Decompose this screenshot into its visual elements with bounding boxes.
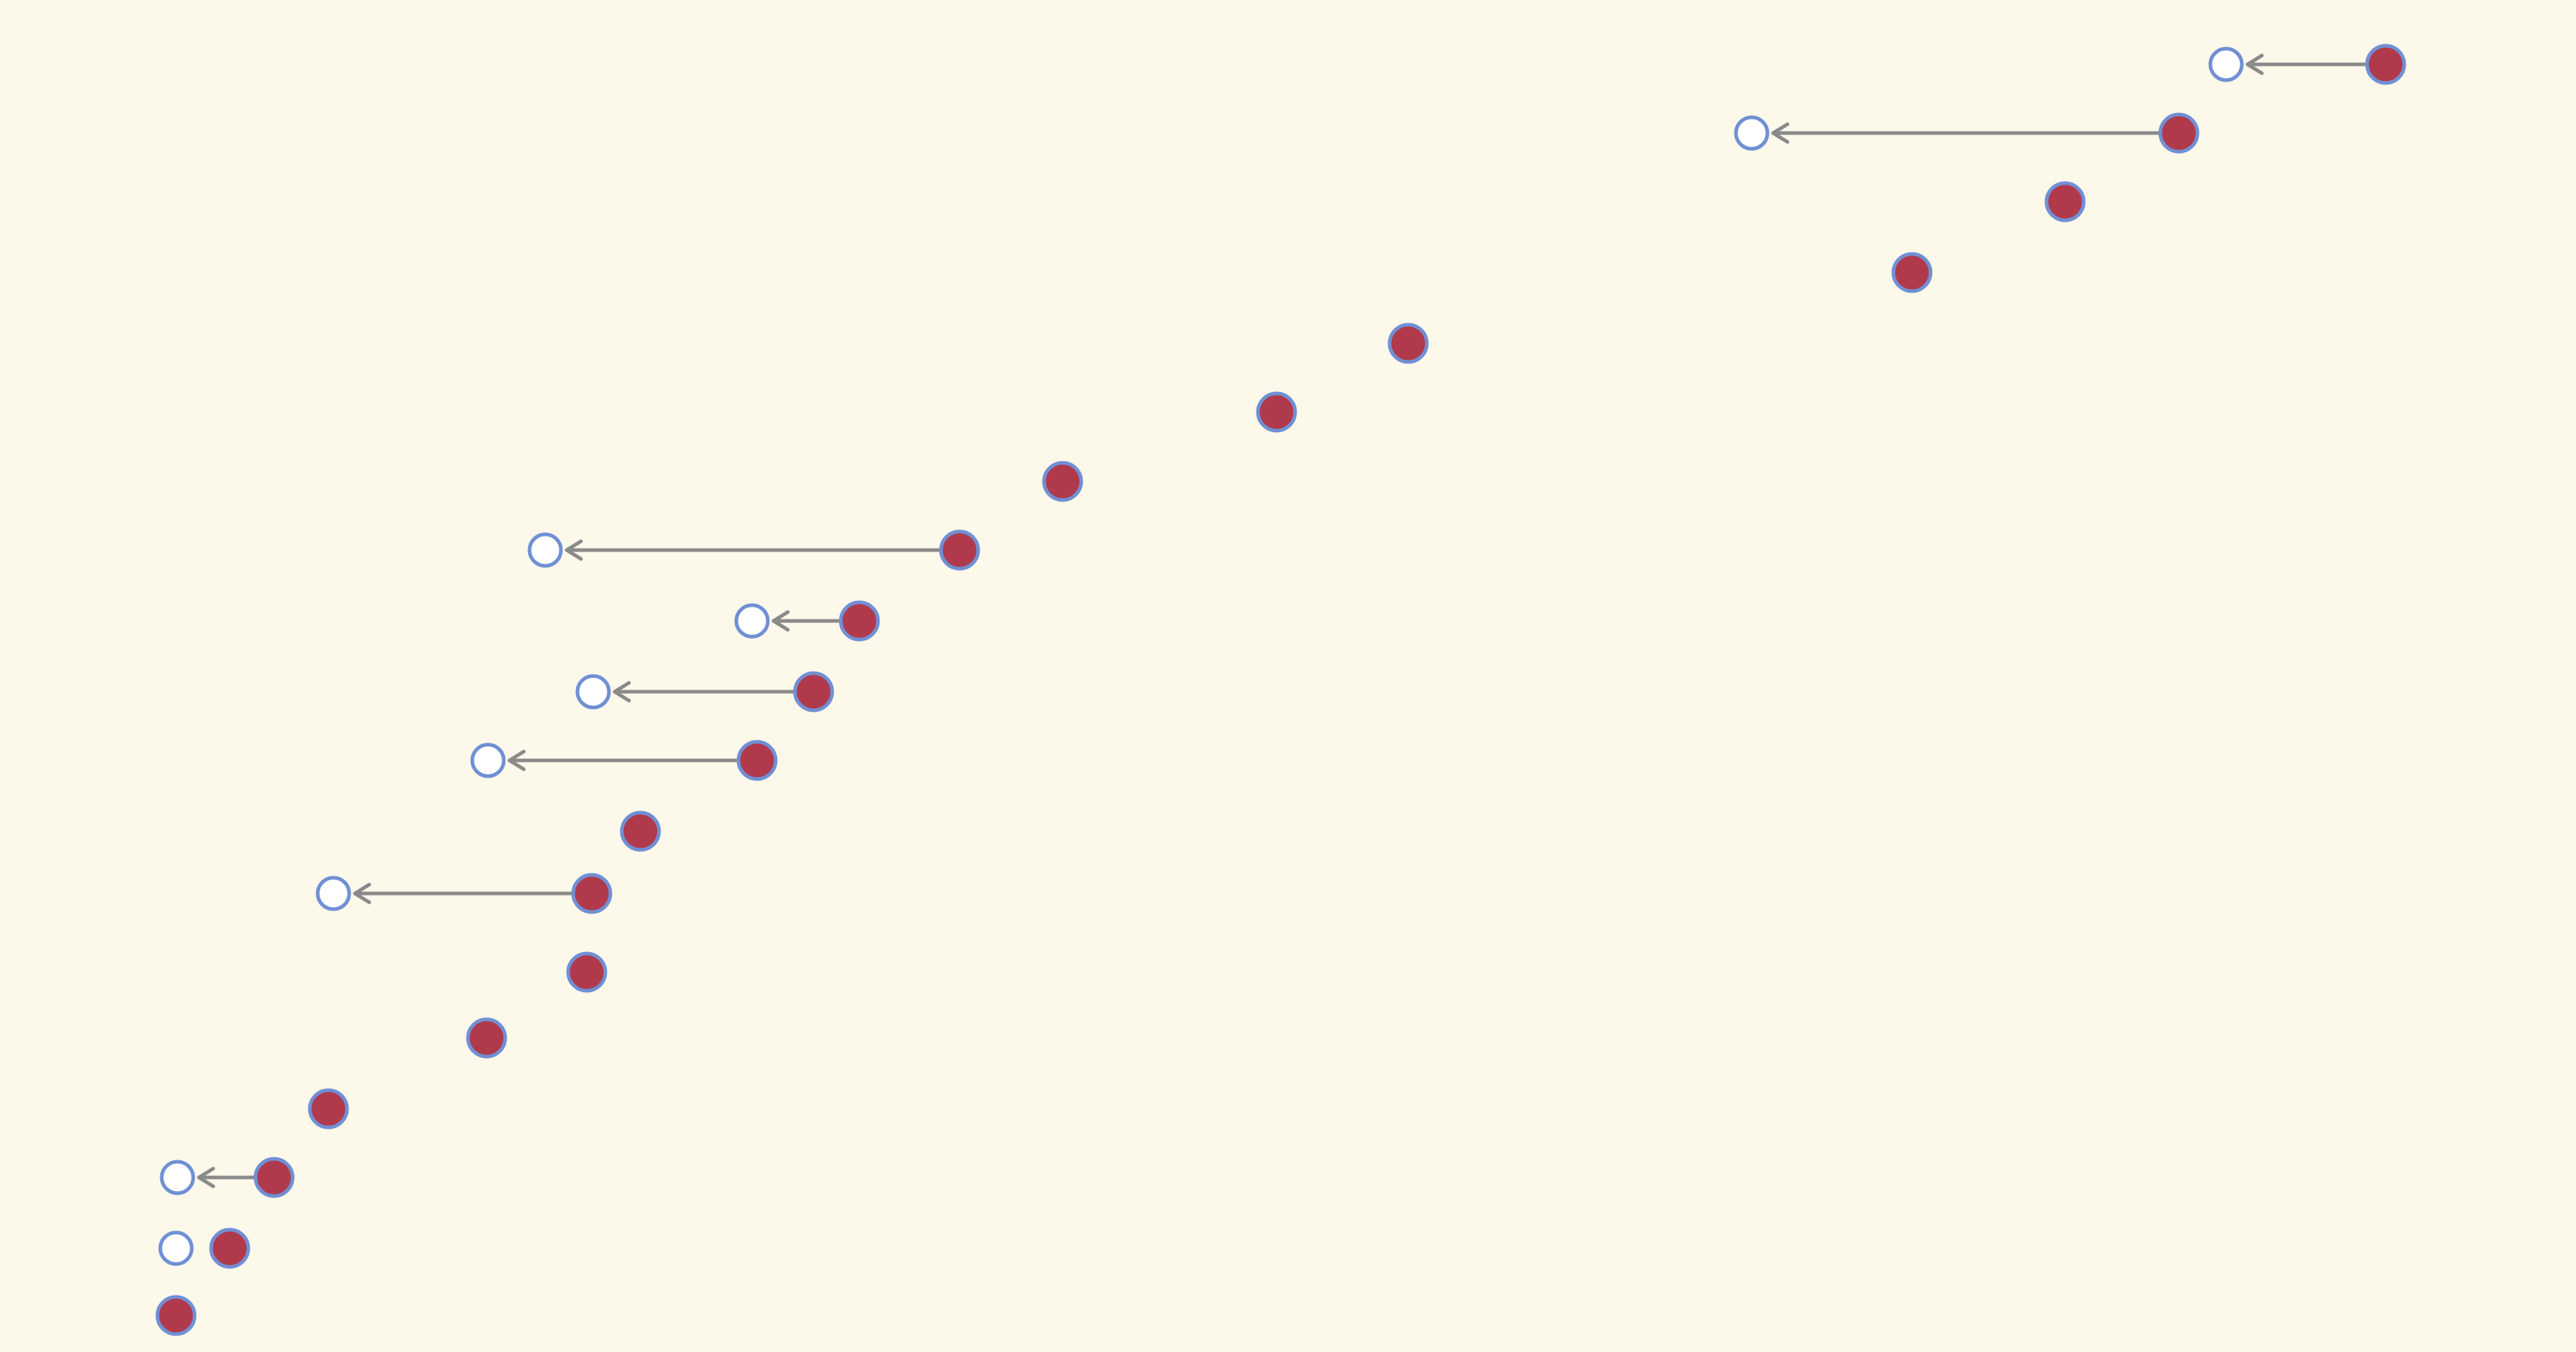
- open-dot: [158, 1230, 194, 1266]
- arrow-head-icon: [771, 610, 790, 632]
- filled-dot: [571, 873, 613, 914]
- filled-dot: [466, 1017, 507, 1059]
- chart-row: [734, 600, 880, 642]
- filled-dot: [839, 600, 880, 642]
- open-dot: [527, 532, 563, 568]
- chart-row: [1387, 323, 1429, 364]
- filled-dot: [308, 1088, 349, 1130]
- chart-row: [620, 810, 661, 852]
- open-dot: [160, 1160, 195, 1195]
- filled-dot: [2044, 181, 2086, 222]
- filled-dot: [736, 740, 778, 781]
- filled-dot: [2158, 112, 2200, 154]
- open-dot: [470, 743, 506, 778]
- arrow-head-icon: [565, 539, 583, 561]
- arrow-head-icon: [2245, 54, 2264, 75]
- chart-row: [566, 951, 608, 993]
- chart-row: [2044, 181, 2086, 222]
- filled-dot: [939, 529, 980, 571]
- chart-row: [158, 1228, 250, 1269]
- arrow-head-icon: [507, 750, 526, 771]
- chart-row: [1891, 252, 1933, 293]
- arrow-head-icon: [353, 883, 371, 904]
- open-dot: [734, 603, 770, 639]
- arrow-head-icon: [1771, 122, 1790, 144]
- chart-row: [160, 1157, 295, 1198]
- filled-dot: [2365, 44, 2406, 85]
- chart-row: [316, 873, 613, 914]
- filled-dot: [793, 671, 834, 712]
- chart-row: [308, 1088, 349, 1130]
- filled-dot: [620, 810, 661, 852]
- open-dot: [1734, 115, 1770, 151]
- open-dot: [575, 674, 611, 710]
- filled-dot: [209, 1228, 250, 1269]
- chart-row: [527, 529, 980, 571]
- filled-dot: [155, 1295, 197, 1336]
- arrow-head-icon: [197, 1167, 215, 1188]
- open-dot: [316, 876, 351, 911]
- chart-row: [155, 1295, 197, 1336]
- arrow-head-icon: [613, 681, 631, 702]
- chart-row: [2208, 44, 2406, 85]
- filled-dot: [253, 1157, 295, 1198]
- filled-dot: [1387, 323, 1429, 364]
- filled-dot: [1891, 252, 1933, 293]
- filled-dot: [566, 951, 608, 993]
- chart-row: [1734, 112, 2200, 154]
- chart-row: [466, 1017, 507, 1059]
- filled-dot: [1256, 391, 1297, 433]
- chart-row: [575, 671, 834, 712]
- chart-row: [1042, 461, 1083, 502]
- chart-row: [1256, 391, 1297, 433]
- chart-row: [470, 740, 778, 781]
- open-dot: [2208, 46, 2244, 82]
- filled-dot: [1042, 461, 1083, 502]
